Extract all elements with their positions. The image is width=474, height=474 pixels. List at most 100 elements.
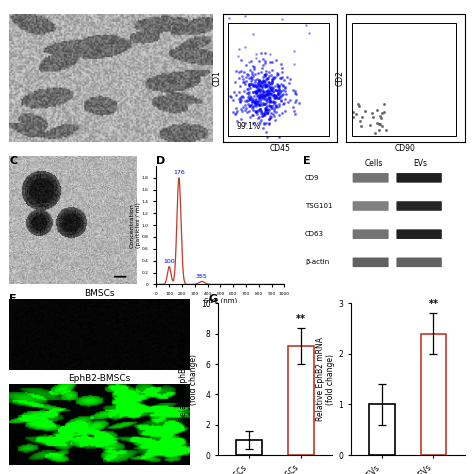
Point	[258, 91, 266, 99]
Point	[255, 95, 263, 102]
Point	[239, 93, 247, 101]
Point	[283, 91, 290, 98]
Point	[249, 82, 256, 90]
Point	[266, 93, 274, 101]
Point	[272, 93, 279, 100]
Point	[277, 87, 284, 95]
FancyBboxPatch shape	[396, 173, 442, 182]
Point	[251, 96, 258, 104]
Point	[247, 73, 255, 81]
Point	[251, 81, 258, 89]
Point	[262, 83, 269, 91]
Point	[262, 91, 270, 99]
Point	[271, 86, 278, 93]
Point	[262, 106, 270, 114]
Point	[250, 64, 258, 71]
Point	[240, 87, 247, 94]
Point	[272, 56, 280, 64]
Point	[379, 109, 386, 117]
Point	[218, 62, 226, 69]
Point	[269, 110, 277, 118]
Point	[255, 113, 263, 121]
Point	[262, 105, 270, 113]
Point	[281, 83, 288, 91]
Point	[275, 82, 283, 90]
Point	[256, 105, 264, 112]
X-axis label: CD90: CD90	[395, 144, 416, 153]
Point	[240, 68, 248, 75]
Point	[237, 67, 244, 74]
Point	[251, 98, 259, 106]
Point	[261, 104, 269, 112]
Point	[263, 74, 271, 82]
Point	[251, 100, 259, 108]
Point	[238, 73, 246, 80]
Point	[273, 102, 280, 110]
Point	[245, 74, 252, 82]
Point	[239, 75, 247, 82]
Point	[248, 99, 255, 107]
Point	[237, 82, 244, 90]
Point	[282, 95, 289, 102]
Point	[248, 68, 255, 75]
Point	[282, 84, 289, 92]
Point	[292, 89, 299, 96]
Point	[236, 98, 244, 106]
Point	[248, 111, 256, 118]
Point	[376, 112, 383, 120]
Point	[271, 117, 279, 124]
Y-axis label: CD2: CD2	[336, 70, 345, 86]
Point	[246, 59, 253, 66]
Point	[280, 81, 287, 88]
Point	[270, 99, 278, 106]
Point	[251, 88, 258, 95]
Point	[262, 70, 269, 77]
Point	[252, 82, 260, 90]
Point	[270, 91, 278, 99]
X-axis label: Size (nm): Size (nm)	[204, 297, 237, 304]
Point	[275, 94, 283, 102]
Point	[277, 97, 285, 104]
Point	[252, 89, 259, 96]
Point	[266, 95, 274, 103]
Point	[262, 128, 270, 136]
Point	[250, 62, 257, 70]
Point	[252, 50, 260, 57]
Point	[280, 100, 288, 107]
Point	[375, 120, 383, 128]
Point	[269, 78, 276, 85]
Point	[267, 91, 275, 98]
Point	[270, 105, 278, 113]
Point	[251, 70, 259, 78]
Point	[259, 62, 267, 69]
Point	[278, 80, 285, 87]
Point	[263, 133, 270, 141]
Point	[256, 118, 264, 126]
Point	[259, 124, 267, 131]
Point	[262, 97, 270, 104]
Point	[263, 82, 270, 90]
Point	[275, 100, 283, 108]
Point	[255, 82, 263, 90]
Bar	[236, 440, 262, 455]
Point	[245, 89, 252, 97]
Point	[260, 92, 268, 100]
Point	[375, 126, 383, 134]
Point	[256, 81, 264, 89]
Point	[245, 91, 252, 99]
Point	[249, 95, 257, 102]
Point	[246, 102, 254, 110]
Point	[251, 98, 259, 106]
Point	[232, 79, 239, 86]
Point	[261, 82, 268, 89]
Point	[250, 82, 258, 90]
Point	[270, 107, 278, 115]
Point	[256, 81, 264, 89]
Point	[259, 87, 266, 94]
Point	[244, 100, 252, 108]
Point	[264, 94, 272, 102]
Point	[245, 81, 253, 89]
Text: **: **	[296, 314, 306, 324]
Point	[274, 95, 282, 102]
Point	[270, 91, 277, 99]
